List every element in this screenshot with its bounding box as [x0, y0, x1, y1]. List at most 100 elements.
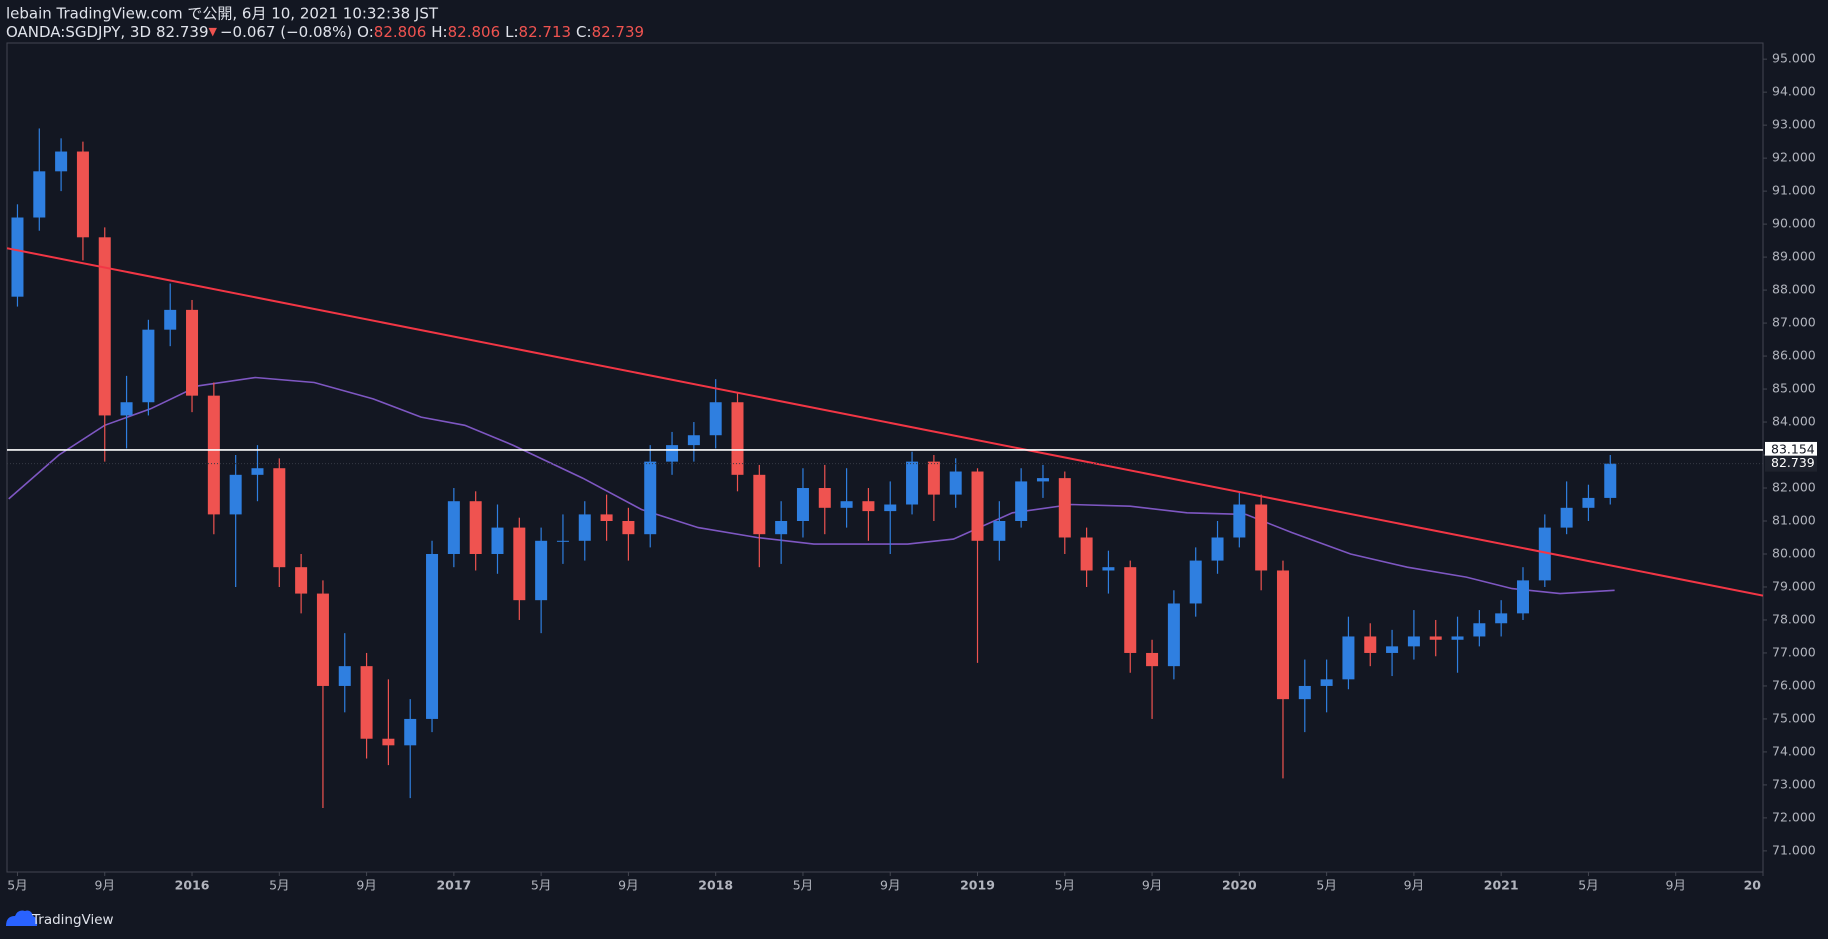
y-tick-label: 73.000 [1772, 776, 1816, 791]
candle-body [906, 461, 919, 505]
candle-body [775, 521, 788, 535]
y-tick-label: 81.000 [1772, 513, 1816, 528]
candle-body [666, 445, 679, 462]
y-tick-label: 95.000 [1772, 51, 1816, 66]
y-tick-label: 82.000 [1772, 480, 1816, 495]
y-tick-label: 72.000 [1772, 809, 1816, 824]
candle-body [1255, 504, 1268, 571]
candle-body [578, 514, 591, 541]
candle-body [556, 540, 569, 542]
ohlc-value: 82.713 [519, 23, 572, 41]
x-tick-label: 9月 [618, 878, 638, 893]
x-tick-label: 5月 [1055, 878, 1075, 893]
last-price-label: 82.739 [1771, 455, 1815, 470]
candle-body [1342, 636, 1355, 680]
ohlc-value: 82.806 [448, 23, 501, 41]
hline-label-box [1765, 441, 1817, 458]
x-tick-label: 9月 [356, 878, 376, 893]
y-tick-label: 76.000 [1772, 677, 1816, 692]
candle-body [55, 151, 68, 172]
candle-body [993, 521, 1006, 541]
candle-body [687, 435, 700, 446]
y-tick-label: 89.000 [1772, 249, 1816, 264]
candle-body [1058, 478, 1071, 538]
logo-icon [6, 910, 38, 926]
x-tick-label: 2017 [436, 878, 471, 893]
axes: 71.000 72.000 73.000 74.000 75.000 76.000 77.0… [7, 51, 1817, 893]
candle-body [316, 593, 329, 686]
symbol-line: OANDA:SGDJPY, 3D 82.739▼ −0.067 (−0.08%) O:… [6, 23, 644, 41]
candle-body [207, 395, 220, 515]
y-tick-label: 88.000 [1772, 282, 1816, 297]
candle-body [1386, 646, 1399, 653]
candle-body [360, 666, 373, 739]
candle-body [1320, 679, 1333, 686]
candle-body [404, 718, 417, 746]
ohlc-label: H: [431, 23, 447, 41]
moving-average [8, 376, 1615, 595]
candle-body [1473, 623, 1486, 637]
x-tick-label: 5月 [531, 878, 551, 893]
x-tick-label: 2021 [1484, 878, 1519, 893]
y-tick-label: 74.000 [1772, 743, 1816, 758]
y-tick-label: 91.000 [1772, 183, 1816, 198]
candle-body [338, 666, 351, 686]
brand: TradingView [31, 912, 114, 928]
candle-body [1233, 504, 1246, 538]
y-tick-label: 87.000 [1772, 315, 1816, 330]
y-tick-label: 75.000 [1772, 710, 1816, 725]
candle-body [1451, 636, 1464, 640]
y-tick-label: 85.000 [1772, 381, 1816, 396]
hline-label: 83.154 [1771, 441, 1815, 456]
candle-body [98, 237, 111, 416]
candle-body [1407, 636, 1420, 647]
candle-body [1276, 570, 1289, 700]
candle-body [186, 309, 199, 396]
candle-body [600, 514, 613, 522]
candle-body [382, 738, 395, 746]
y-tick-label: 84.000 [1772, 414, 1816, 429]
y-tick-label: 77.000 [1772, 644, 1816, 659]
change: −0.067 (−0.08%) [220, 23, 352, 41]
y-tick-label: 94.000 [1772, 84, 1816, 99]
candle-body [1429, 636, 1442, 640]
x-tick-label: 9月 [1142, 878, 1162, 893]
symbol: OANDA:SGDJPY, 3D [6, 23, 151, 41]
candle-body [644, 461, 657, 535]
candle-body [1036, 478, 1049, 482]
candle-body [295, 567, 308, 594]
candle-body [1189, 560, 1202, 604]
x-tick-label: 20 [1744, 878, 1762, 893]
y-tick-label: 92.000 [1772, 150, 1816, 165]
y-tick-label: 93.000 [1772, 117, 1816, 132]
x-tick-label: 9月 [95, 878, 115, 893]
candle-body [491, 527, 504, 554]
candle-body [229, 474, 242, 515]
ohlc-value: 82.806 [374, 23, 427, 41]
x-tick-label: 2019 [960, 878, 995, 893]
y-tick-label: 90.000 [1772, 216, 1816, 231]
candle-body [1516, 580, 1529, 614]
candle-body [840, 501, 853, 508]
y-tick-label: 80.000 [1772, 545, 1816, 560]
x-tick-label: 5月 [269, 878, 289, 893]
candle-body [1604, 463, 1617, 498]
x-tick-label: 5月 [1578, 878, 1598, 893]
candle-body [273, 468, 286, 568]
publish-info: lebain TradingView.com で公開, 6月 10, 2021 … [6, 5, 439, 23]
x-tick-label: 5月 [7, 878, 27, 893]
plot-frame [6, 42, 1764, 873]
trendline [7, 247, 1763, 597]
x-tick-label: 9月 [1404, 878, 1424, 893]
candle-body [1167, 603, 1180, 667]
x-tick-label: 9月 [1665, 878, 1685, 893]
candle-body [862, 501, 875, 512]
candle-body [142, 329, 155, 403]
ohlc-label: C: [576, 23, 592, 41]
candle-body [971, 471, 984, 541]
candle-body [447, 501, 460, 554]
candle-body [426, 553, 439, 719]
candle-body [251, 468, 264, 475]
candle-body [120, 402, 133, 416]
